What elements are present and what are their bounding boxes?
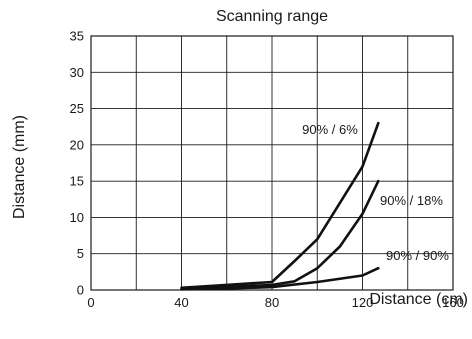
x-tick-label: 160 xyxy=(442,295,464,310)
plot-frame xyxy=(90,35,454,291)
y-tick-label: 25 xyxy=(70,101,84,116)
series-line-1 xyxy=(180,121,380,290)
y-tick-label: 10 xyxy=(70,210,84,225)
x-axis-title: Distance (cm) xyxy=(369,291,468,308)
y-tick-label: 0 xyxy=(77,283,84,298)
series-label-2: 90% / 18% xyxy=(380,193,443,208)
y-tick-label: 5 xyxy=(77,246,84,261)
y-tick-label: 35 xyxy=(70,29,84,44)
y-tick-label: 15 xyxy=(70,174,84,189)
series-label-1: 90% / 6% xyxy=(302,122,358,137)
series-lines xyxy=(180,121,380,291)
series-line-3 xyxy=(180,266,380,291)
series-annotations: 90% / 6% 90% / 18% 90% / 90% xyxy=(302,122,449,263)
y-tick-label: 20 xyxy=(70,137,84,152)
x-tick-label: 0 xyxy=(87,295,94,310)
x-tick-label: 80 xyxy=(265,295,279,310)
series-line-2 xyxy=(180,179,380,290)
chart-title: Scanning range xyxy=(216,8,328,25)
x-tick-label: 120 xyxy=(352,295,374,310)
series-label-3: 90% / 90% xyxy=(386,248,449,263)
y-axis-title: Distance (mm) xyxy=(11,115,28,219)
x-tick-labels: 0 40 80 120 160 xyxy=(87,295,463,310)
x-tick-label: 40 xyxy=(174,295,188,310)
y-tick-label: 30 xyxy=(70,65,84,80)
y-tick-labels: 0 5 10 15 20 25 30 35 xyxy=(70,29,84,298)
